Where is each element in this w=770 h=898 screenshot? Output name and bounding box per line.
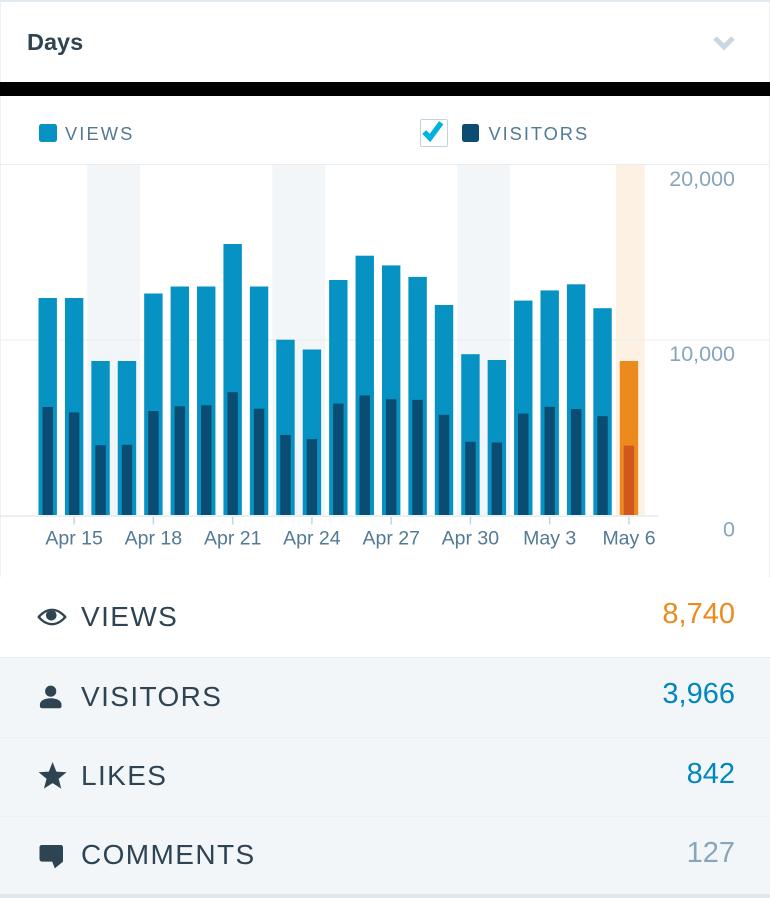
svg-text:Apr 30: Apr 30 — [442, 528, 500, 550]
svg-text:May 6: May 6 — [602, 528, 655, 550]
svg-text:Apr 15: Apr 15 — [45, 528, 103, 550]
svg-text:20,000: 20,000 — [669, 167, 735, 191]
svg-text:10,000: 10,000 — [669, 342, 735, 366]
svg-text:Apr 21: Apr 21 — [204, 528, 261, 550]
svg-text:Apr 24: Apr 24 — [283, 528, 341, 550]
svg-text:0: 0 — [723, 518, 735, 542]
svg-text:Apr 18: Apr 18 — [125, 528, 182, 550]
svg-text:Apr 27: Apr 27 — [362, 528, 419, 550]
svg-text:May 3: May 3 — [523, 528, 576, 550]
